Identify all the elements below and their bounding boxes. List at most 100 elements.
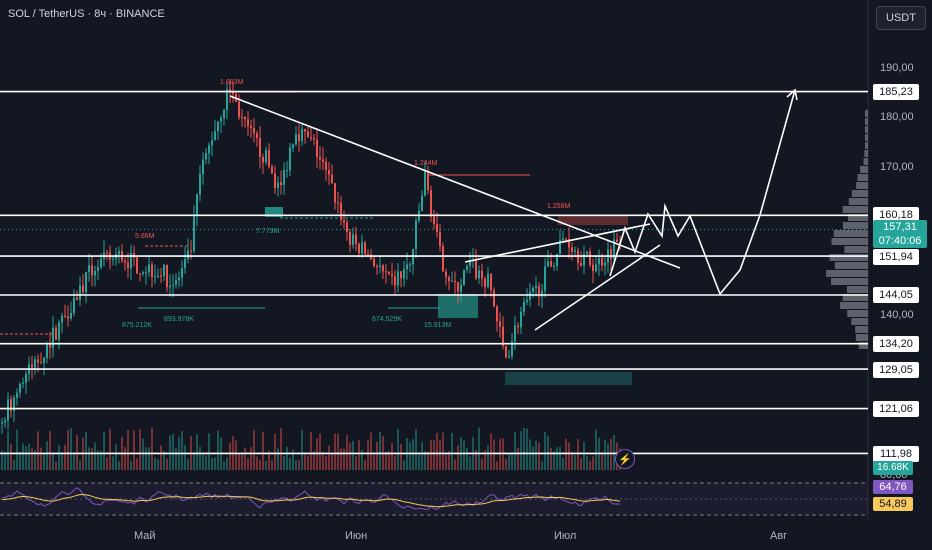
volume-bar bbox=[256, 456, 258, 470]
volume-bar bbox=[235, 440, 237, 470]
candle-body bbox=[136, 257, 138, 274]
candle-body bbox=[175, 280, 177, 285]
volume-bar bbox=[7, 431, 9, 470]
candle-body bbox=[463, 269, 465, 285]
candle-body bbox=[238, 101, 240, 117]
volume-annotation: 5.66M bbox=[135, 233, 155, 240]
candle-body bbox=[298, 134, 300, 142]
candle-body bbox=[337, 202, 339, 204]
volume-bar bbox=[370, 432, 372, 470]
candle-body bbox=[106, 252, 108, 254]
candle-body bbox=[556, 253, 558, 267]
candle-body bbox=[91, 265, 93, 276]
volume-bar bbox=[613, 435, 615, 470]
volume-bar bbox=[325, 456, 327, 470]
candle-body bbox=[31, 364, 33, 368]
volume-bar bbox=[304, 454, 306, 470]
volume-profile-bar bbox=[851, 190, 868, 197]
volume-bar bbox=[520, 431, 522, 470]
rsi-band bbox=[0, 483, 868, 515]
volume-bar bbox=[556, 447, 558, 470]
lightning-icon[interactable]: ⚡ bbox=[615, 449, 635, 469]
volume-bar bbox=[457, 445, 459, 470]
volume-bar bbox=[475, 449, 477, 470]
volume-bar bbox=[214, 457, 216, 470]
level-label: 129,05 bbox=[873, 362, 919, 378]
candle-body bbox=[430, 190, 432, 217]
candle-body bbox=[541, 290, 543, 297]
volume-bar bbox=[517, 447, 519, 470]
volume-bar bbox=[277, 448, 279, 470]
volume-profile-bar bbox=[863, 158, 868, 165]
volume-bar bbox=[433, 440, 435, 470]
volume-profile-bar bbox=[842, 222, 868, 229]
volume-bar bbox=[229, 442, 231, 470]
volume-bar bbox=[496, 461, 498, 470]
volume-bar bbox=[331, 453, 333, 470]
candle-body bbox=[505, 345, 507, 358]
volume-bar bbox=[124, 446, 126, 470]
volume-bar bbox=[172, 433, 174, 470]
volume-bar bbox=[307, 455, 309, 470]
volume-bar bbox=[346, 434, 348, 470]
candle-body bbox=[190, 250, 192, 252]
volume-bar bbox=[514, 431, 516, 470]
level-label: 121,06 bbox=[873, 401, 919, 417]
level-label: 185,23 bbox=[873, 84, 919, 100]
volume-bar bbox=[511, 453, 513, 470]
candle-body bbox=[349, 232, 351, 245]
volume-bar bbox=[244, 447, 246, 470]
candle-body bbox=[295, 134, 297, 145]
volume-bar bbox=[403, 460, 405, 470]
candle-body bbox=[325, 161, 327, 171]
volume-bar bbox=[37, 431, 39, 470]
candle-body bbox=[496, 306, 498, 322]
candle-body bbox=[223, 109, 225, 118]
candle-body bbox=[124, 260, 126, 263]
volume-bar bbox=[133, 430, 135, 470]
candle-body bbox=[37, 359, 39, 363]
volume-bar bbox=[454, 459, 456, 470]
volume-bar bbox=[355, 456, 357, 470]
currency-button[interactable]: USDT bbox=[876, 6, 926, 30]
candle-body bbox=[481, 270, 483, 279]
candle-body bbox=[487, 273, 489, 287]
candle-body bbox=[508, 356, 510, 358]
candle-body bbox=[403, 269, 405, 279]
candle-body bbox=[562, 238, 564, 240]
volume-bar bbox=[49, 430, 51, 470]
candle-body bbox=[451, 280, 453, 282]
candle-body bbox=[559, 239, 561, 254]
candle-body bbox=[358, 243, 360, 254]
volume-bar bbox=[568, 442, 570, 470]
candle-body bbox=[331, 174, 333, 184]
candle-body bbox=[346, 222, 348, 233]
volume-profile-bar bbox=[855, 334, 868, 341]
volume-bar bbox=[163, 450, 165, 470]
candle-body bbox=[415, 220, 417, 250]
supply-zone bbox=[558, 215, 628, 225]
level-label: 151,94 bbox=[873, 249, 919, 265]
candle-body bbox=[244, 117, 246, 120]
volume-profile-bar bbox=[844, 246, 868, 253]
volume-bar bbox=[46, 441, 48, 470]
candle-body bbox=[70, 313, 72, 319]
volume-bar bbox=[550, 447, 552, 470]
candle-body bbox=[79, 285, 81, 300]
candle-body bbox=[304, 128, 306, 132]
volume-bar bbox=[445, 454, 447, 470]
volume-bar bbox=[280, 428, 282, 470]
volume-bar bbox=[586, 456, 588, 470]
candle-body bbox=[598, 258, 600, 265]
candle-body bbox=[292, 144, 294, 148]
volume-bar bbox=[286, 446, 288, 470]
volume-bar bbox=[205, 455, 207, 470]
candle-body bbox=[565, 238, 567, 240]
volume-bar bbox=[298, 460, 300, 470]
volume-bar bbox=[532, 446, 534, 470]
volume-bar bbox=[259, 460, 261, 470]
volume-bar bbox=[154, 457, 156, 470]
volume-bar bbox=[493, 439, 495, 470]
volume-bar bbox=[451, 433, 453, 470]
